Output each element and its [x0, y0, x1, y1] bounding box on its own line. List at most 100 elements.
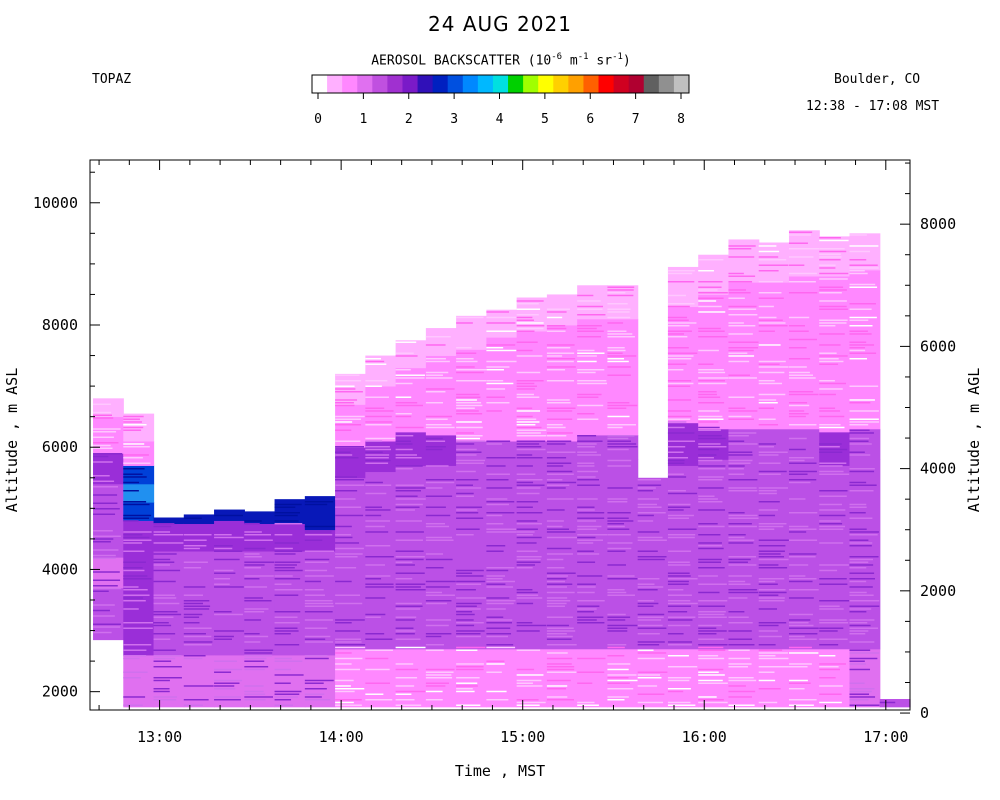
profile-stratum	[758, 360, 786, 363]
profile-stratum	[607, 303, 628, 305]
profile-stratum	[577, 657, 606, 660]
profile-stratum	[728, 564, 757, 566]
profile-stratum	[667, 503, 691, 506]
profile-stratum	[304, 611, 333, 613]
profile-stratum	[667, 399, 692, 401]
profile-stratum	[758, 446, 774, 448]
profile-stratum	[758, 589, 786, 591]
profile-stratum	[244, 575, 274, 577]
profile-stratum	[758, 344, 781, 346]
profile-stratum	[335, 553, 363, 555]
profile-stratum	[456, 435, 483, 437]
profile-stratum	[546, 327, 567, 330]
profile-stratum	[395, 415, 412, 418]
profile-stratum	[244, 641, 261, 643]
profile-stratum	[788, 597, 814, 599]
profile-layer	[365, 648, 397, 708]
profile-stratum	[93, 431, 117, 433]
profile-stratum	[728, 245, 756, 247]
profile-stratum	[667, 303, 695, 305]
profile-stratum	[365, 360, 385, 363]
profile-stratum	[123, 418, 140, 420]
profile-stratum	[728, 374, 751, 376]
profile-stratum	[546, 360, 574, 363]
profile-stratum	[395, 693, 412, 695]
profile-layer	[546, 441, 578, 466]
profile-stratum	[819, 578, 847, 580]
profile-stratum	[728, 349, 754, 352]
profile-stratum	[425, 440, 446, 442]
profile-stratum	[728, 512, 745, 514]
profile-stratum	[93, 502, 118, 504]
profile-stratum	[335, 418, 362, 420]
profile-stratum	[637, 657, 665, 660]
profile-stratum	[728, 666, 748, 668]
profile-stratum	[365, 520, 391, 522]
profile-stratum	[546, 410, 573, 412]
profile-stratum	[758, 679, 776, 682]
profile-stratum	[486, 440, 511, 442]
profile-stratum	[123, 671, 148, 673]
profile-stratum	[304, 534, 333, 536]
profile-stratum	[667, 270, 695, 272]
profile-stratum	[819, 289, 847, 291]
profile-stratum	[849, 245, 879, 247]
profile-stratum	[425, 374, 443, 376]
profile-stratum	[516, 550, 538, 552]
profile-stratum	[546, 591, 575, 594]
profile-stratum	[788, 404, 810, 407]
profile-stratum	[577, 465, 595, 467]
profile-stratum	[667, 432, 695, 434]
profile-stratum	[244, 652, 273, 654]
profile-stratum	[546, 567, 565, 569]
profile-stratum	[849, 341, 867, 343]
profile-stratum	[758, 550, 785, 552]
profile-stratum	[849, 506, 867, 508]
profile-stratum	[516, 303, 539, 305]
profile-stratum	[849, 528, 867, 530]
profile-stratum	[365, 633, 385, 635]
profile-stratum	[577, 498, 598, 500]
profile-stratum	[788, 666, 808, 668]
profile-stratum	[667, 655, 689, 657]
profile-stratum	[365, 649, 393, 651]
profile-stratum	[274, 633, 291, 635]
profile-stratum	[516, 371, 541, 374]
profile-stratum	[819, 239, 849, 242]
profile-stratum	[153, 666, 182, 668]
profile-stratum	[698, 655, 719, 657]
profile-stratum	[395, 495, 418, 497]
profile-stratum	[456, 690, 475, 693]
profile-stratum	[153, 523, 175, 525]
colorbar-swatch	[387, 75, 403, 93]
colorbar-swatch	[342, 75, 358, 93]
profile-stratum	[849, 333, 872, 335]
profile-stratum	[698, 523, 718, 525]
profile-stratum	[819, 426, 845, 429]
profile-stratum	[214, 550, 243, 552]
profile-stratum	[788, 638, 817, 640]
profile-stratum	[667, 550, 692, 552]
profile-stratum	[123, 578, 152, 580]
profile-stratum	[819, 470, 844, 473]
profile-stratum	[456, 608, 481, 610]
profile-stratum	[153, 655, 182, 657]
profile-stratum	[607, 547, 632, 550]
profile-stratum	[819, 490, 848, 492]
profile-stratum	[244, 539, 273, 541]
profile-stratum	[456, 371, 484, 374]
profile-stratum	[698, 644, 728, 646]
profile-stratum	[607, 465, 631, 467]
profile-stratum	[667, 578, 698, 580]
profile-stratum	[123, 589, 148, 591]
profile-stratum	[637, 539, 667, 541]
profile-stratum	[667, 421, 687, 423]
profile-stratum	[486, 503, 509, 506]
profile-stratum	[667, 619, 693, 621]
profile-stratum	[274, 674, 304, 676]
profile-stratum	[607, 289, 634, 291]
profile-stratum	[698, 410, 720, 412]
profile-stratum	[365, 459, 391, 462]
profile-stratum	[698, 611, 726, 613]
profile-layer	[758, 648, 790, 708]
